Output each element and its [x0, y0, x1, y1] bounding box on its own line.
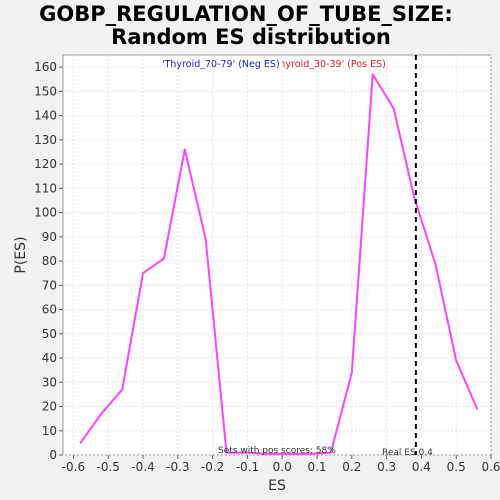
data-point	[204, 238, 207, 241]
y-tick-label: 100	[34, 206, 57, 220]
y-tick-label: 60	[42, 303, 57, 317]
data-point	[267, 452, 270, 455]
legend-pos-clip: 'Thyroid_30-39' (Pos ES)	[271, 59, 386, 70]
x-axis-label: ES	[268, 478, 286, 494]
x-tick-label: -0.2	[201, 460, 224, 474]
x-tick-label: -0.5	[97, 460, 120, 474]
x-tick-label: 0.0	[273, 460, 292, 474]
data-point	[455, 359, 458, 362]
data-point	[392, 107, 395, 110]
data-point	[371, 73, 374, 76]
data-point	[121, 388, 123, 391]
legend-pos-label: 'Thyroid_30-39' (Pos ES)	[271, 59, 386, 70]
data-points	[79, 73, 478, 455]
plot-area	[62, 54, 492, 456]
data-point	[434, 262, 437, 265]
y-axis-ticks: 0 10 20 30 40 50 60 70 80 90 100 110 120 130 140 150 160	[34, 60, 63, 462]
x-tick-label: -0.6	[62, 460, 85, 474]
real-es-annotation: Real ES 0.4	[382, 448, 433, 458]
data-point	[225, 451, 228, 454]
pos-scores-annotation: Sets with pos scores: 58%	[218, 446, 336, 456]
y-tick-label: 90	[42, 230, 57, 244]
data-point	[142, 272, 144, 274]
data-point	[163, 257, 165, 260]
chart-title-line2: Random ES distribution	[111, 25, 391, 49]
x-tick-label: 0.6	[481, 460, 500, 474]
y-tick-label: 70	[42, 278, 57, 292]
y-tick-label: 50	[42, 327, 57, 341]
y-tick-label: 140	[34, 109, 57, 123]
y-tick-label: 160	[34, 60, 57, 74]
data-point	[246, 451, 249, 454]
x-tick-label: 0.3	[377, 460, 396, 474]
y-axis-label: P(ES)	[13, 236, 29, 273]
y-tick-label: 150	[34, 84, 57, 98]
grid-lines	[63, 55, 492, 456]
legend-neg-label: 'Thyroid_70-79' (Neg ES)	[162, 59, 280, 70]
y-tick-label: 130	[34, 133, 57, 147]
x-axis-ticks: -0.6 -0.5 -0.4 -0.3 -0.2 -0.1 0.0 0.1 0.2 0.3 0.4 0…	[62, 455, 500, 474]
y-tick-label: 40	[42, 351, 57, 365]
data-point	[330, 451, 332, 454]
x-tick-label: 0.1	[307, 460, 326, 474]
data-point	[351, 371, 353, 374]
data-point	[79, 442, 82, 444]
x-tick-label: -0.3	[166, 460, 189, 474]
x-tick-label: 0.2	[342, 460, 361, 474]
y-tick-label: 120	[34, 157, 57, 171]
y-tick-label: 110	[34, 181, 57, 195]
y-tick-label: 80	[42, 254, 57, 268]
data-point	[413, 197, 416, 199]
x-tick-label: -0.4	[131, 460, 154, 474]
es-distribution-line	[79, 73, 479, 455]
data-point	[100, 412, 103, 415]
data-point	[183, 148, 186, 151]
y-tick-label: 0	[49, 448, 57, 462]
data-point	[476, 408, 478, 410]
x-tick-label: 0.5	[447, 460, 466, 474]
y-tick-label: 20	[42, 400, 57, 414]
chart-title-line1: GOBP_REGULATION_OF_TUBE_SIZE:	[39, 2, 453, 26]
x-tick-label: -0.1	[236, 460, 259, 474]
data-point	[288, 452, 290, 455]
x-tick-label: 0.4	[412, 460, 431, 474]
y-tick-label: 10	[42, 424, 57, 438]
y-tick-label: 30	[42, 375, 57, 389]
data-point	[309, 452, 311, 455]
